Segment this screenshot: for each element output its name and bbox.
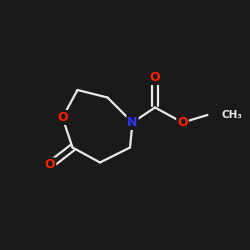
Text: O: O — [150, 71, 160, 84]
Text: O: O — [177, 116, 188, 129]
Text: O: O — [57, 111, 68, 124]
Text: N: N — [127, 116, 138, 129]
Text: CH₃: CH₃ — [221, 110, 242, 120]
Text: O: O — [45, 158, 55, 172]
